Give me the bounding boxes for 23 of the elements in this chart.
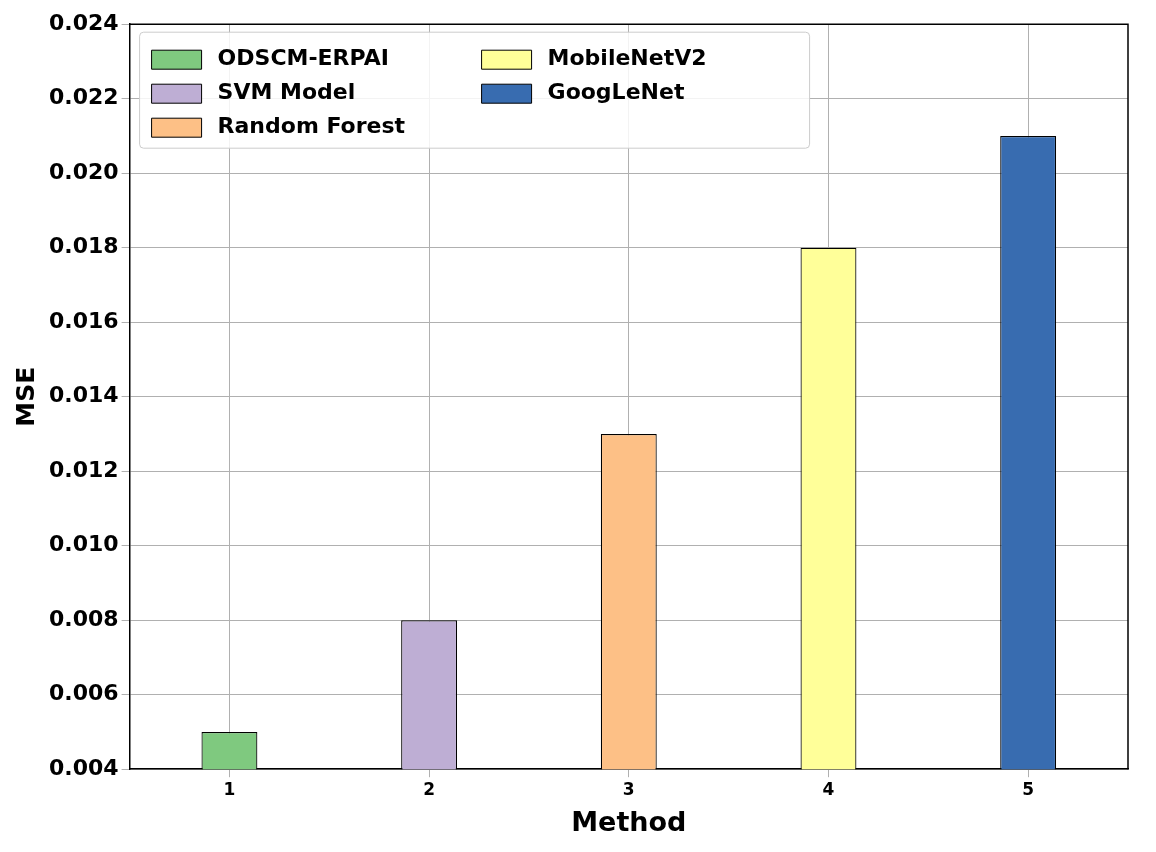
y-axis-title: MSE	[10, 366, 40, 427]
y-tick-label: 0.006	[48, 680, 119, 706]
legend-label: MobileNetV2	[547, 44, 707, 70]
y-tick-label: 0.004	[48, 754, 119, 780]
legend-label: SVM Model	[217, 78, 356, 104]
y-tick-label: 0.024	[48, 9, 119, 35]
y-tick-label: 0.012	[48, 456, 119, 482]
legend-label: GoogLeNet	[547, 78, 685, 104]
legend-label: ODSCM-ERPAI	[217, 44, 389, 70]
y-tick-label: 0.010	[48, 531, 119, 557]
x-tick-label: 2	[423, 778, 436, 799]
y-tick-label: 0.014	[48, 382, 119, 408]
y-tick-label: 0.016	[48, 307, 119, 333]
x-tick-label: 3	[622, 778, 635, 799]
y-tick-label: 0.020	[48, 158, 119, 184]
x-axis-title: Method	[571, 805, 687, 837]
x-tick-label: 4	[822, 778, 835, 799]
legend-label: Random Forest	[217, 112, 406, 138]
x-tick-label: 5	[1022, 778, 1035, 799]
y-tick-label: 0.018	[48, 233, 119, 259]
y-tick-label: 0.008	[48, 605, 119, 631]
y-tick-label: 0.022	[48, 84, 119, 110]
x-tick-label: 1	[223, 778, 236, 799]
